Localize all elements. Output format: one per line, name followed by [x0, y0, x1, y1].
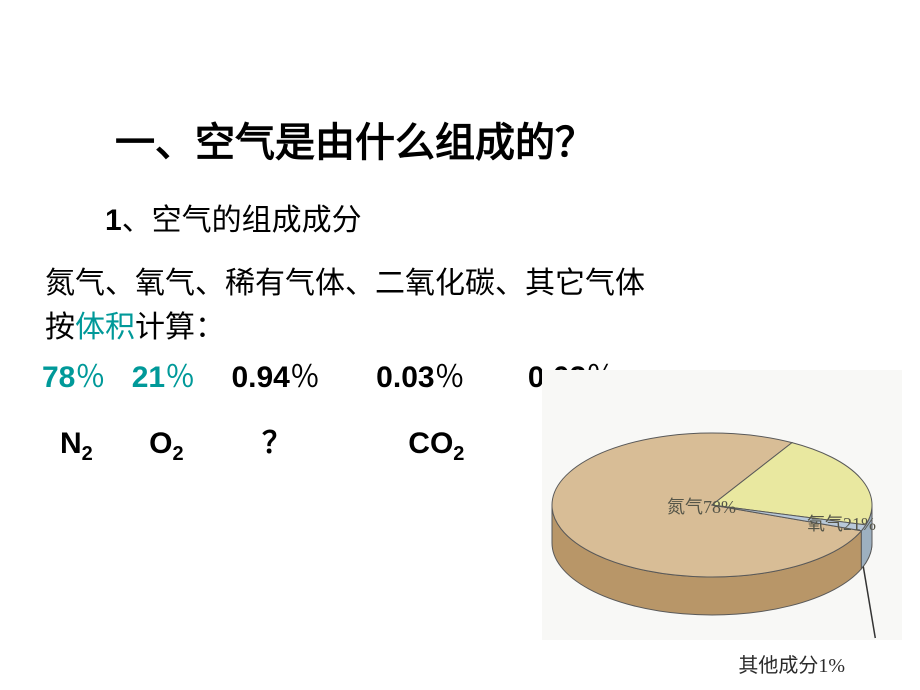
- page-title: 一、空气是由什么组成的？: [115, 110, 595, 168]
- formula-row: N2 O2 ？ CO2: [60, 418, 464, 466]
- calc-suffix: 计算：: [135, 311, 225, 344]
- percent-row: 78％ 21％ 0.94％ 0.03％ 0.03％: [42, 352, 616, 396]
- pie-chart: 氮气78% 氧气21%: [542, 370, 902, 670]
- pct-co2: 0.03％: [376, 352, 464, 396]
- subtitle-number: 1: [105, 204, 122, 237]
- pct-noble: 0.94％: [231, 352, 319, 396]
- pct-n2: 78％: [42, 352, 105, 396]
- calc-highlight: 体积: [75, 311, 135, 344]
- calc-prefix: 按: [45, 311, 75, 344]
- formula-co2: CO2: [408, 427, 464, 466]
- pie-label-other: 其他成分1%: [738, 649, 845, 678]
- formula-noble: ？: [262, 418, 292, 462]
- components-list: 氮气、氧气、稀有气体、二氧化碳、其它气体: [45, 258, 645, 302]
- svg-text:氮气78%: 氮气78%: [667, 497, 736, 517]
- pct-o2: 21％: [132, 352, 195, 396]
- section-subtitle: 1、空气的组成成分: [105, 195, 362, 239]
- svg-text:氧气21%: 氧气21%: [807, 514, 876, 534]
- formula-n2: N2: [60, 427, 93, 466]
- subtitle-text: 、空气的组成成分: [122, 204, 362, 237]
- calc-method: 按体积计算：: [45, 302, 225, 346]
- formula-o2: O2: [149, 427, 183, 466]
